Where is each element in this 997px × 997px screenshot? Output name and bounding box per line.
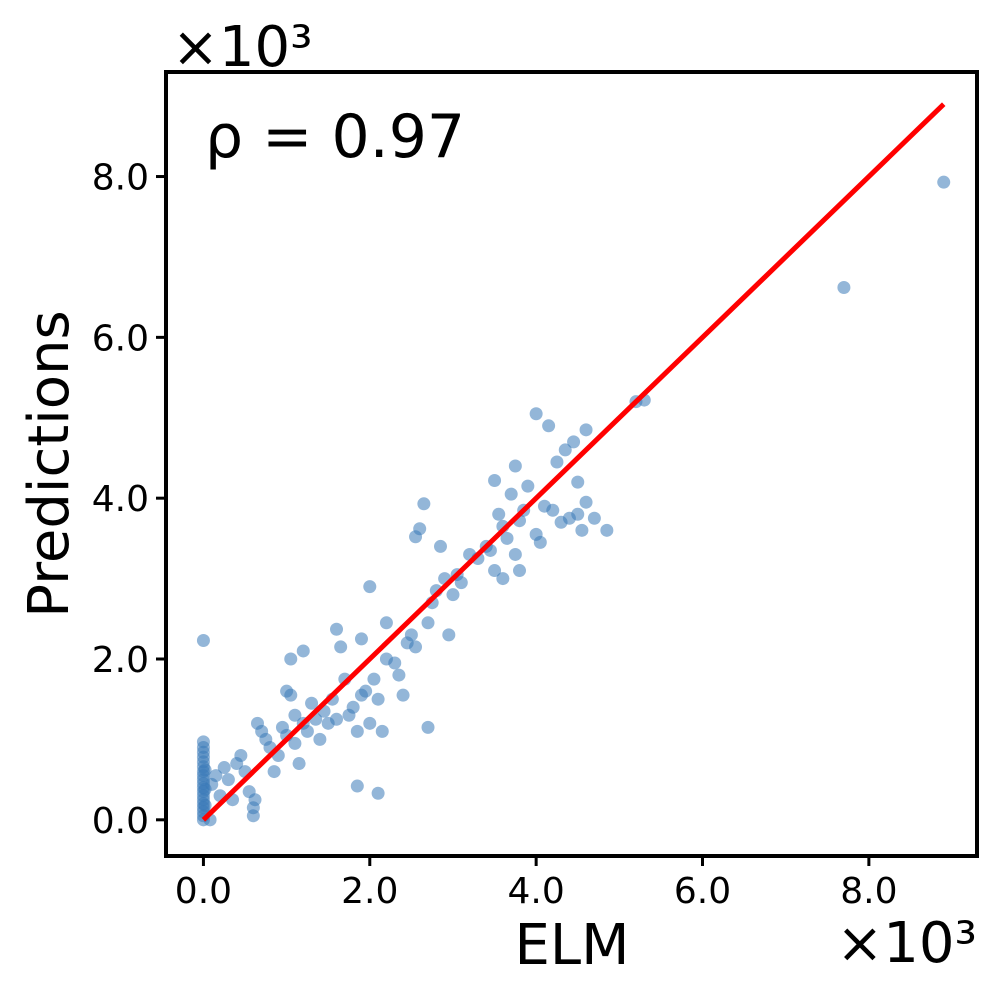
data-point xyxy=(300,724,314,738)
data-point xyxy=(579,495,593,509)
data-point xyxy=(421,720,435,734)
data-point xyxy=(567,435,581,449)
data-point xyxy=(379,616,393,630)
data-point xyxy=(587,511,601,525)
points-layer xyxy=(196,175,951,827)
data-point xyxy=(571,475,585,489)
data-point xyxy=(546,503,560,517)
data-point xyxy=(375,724,389,738)
data-point xyxy=(558,443,572,457)
data-point xyxy=(496,572,510,586)
data-point xyxy=(334,640,348,654)
data-point xyxy=(350,779,364,793)
data-point xyxy=(508,459,522,473)
data-point xyxy=(267,765,281,779)
x-tick-label: 4.0 xyxy=(508,871,565,912)
data-point xyxy=(542,419,556,433)
data-point xyxy=(488,473,502,487)
data-point xyxy=(413,522,427,536)
data-point xyxy=(575,523,589,537)
data-point xyxy=(433,539,447,553)
data-point xyxy=(284,688,298,702)
data-point xyxy=(388,656,402,670)
data-point xyxy=(234,748,248,762)
x-ticks: 0.0 2.0 4.0 6.0 8.0 xyxy=(175,856,897,912)
data-point xyxy=(221,773,235,787)
data-point xyxy=(367,672,381,686)
x-tick-label: 2.0 xyxy=(341,871,398,912)
data-point xyxy=(600,523,614,537)
data-point xyxy=(198,798,212,812)
data-point xyxy=(492,507,506,521)
y-tick-label: 8.0 xyxy=(92,158,149,199)
data-point xyxy=(217,761,231,775)
data-point xyxy=(937,175,951,189)
data-point xyxy=(504,487,518,501)
data-point xyxy=(513,564,527,578)
data-point xyxy=(446,588,460,602)
data-point xyxy=(571,507,585,521)
data-point xyxy=(508,547,522,561)
data-point xyxy=(488,564,502,578)
y-tick-label: 6.0 xyxy=(92,318,149,359)
data-point xyxy=(198,763,212,777)
data-point xyxy=(313,732,327,746)
data-point xyxy=(837,280,851,294)
data-point xyxy=(521,479,535,493)
data-point xyxy=(359,684,373,698)
plot-frame xyxy=(164,70,979,858)
data-point xyxy=(209,769,223,783)
data-point xyxy=(330,712,344,726)
data-point xyxy=(284,652,298,666)
data-point xyxy=(500,531,514,545)
data-point xyxy=(363,716,377,730)
data-point xyxy=(292,757,306,771)
data-point xyxy=(371,786,385,800)
y-tick-label: 2.0 xyxy=(92,640,149,681)
data-point xyxy=(363,580,377,594)
data-point xyxy=(350,724,364,738)
data-point xyxy=(421,616,435,630)
data-point xyxy=(371,692,385,706)
data-point xyxy=(196,634,210,648)
data-point xyxy=(550,455,564,469)
y-ticks: 0.0 2.0 4.0 6.0 8.0 xyxy=(92,158,166,842)
y-axis-label: Predictions xyxy=(17,310,82,617)
data-point xyxy=(396,688,410,702)
data-point xyxy=(288,736,302,750)
y-tick-label: 4.0 xyxy=(92,479,149,520)
data-point xyxy=(409,640,423,654)
data-point xyxy=(246,809,260,823)
x-tick-label: 6.0 xyxy=(674,871,731,912)
data-point xyxy=(417,497,431,511)
data-point xyxy=(442,628,456,642)
fit-line xyxy=(201,102,946,822)
data-point xyxy=(392,668,406,682)
x-tick-label: 0.0 xyxy=(175,871,232,912)
data-point xyxy=(454,576,468,590)
data-point xyxy=(296,644,310,658)
y-multiplier: ×10³ xyxy=(172,15,313,80)
data-point xyxy=(305,696,319,710)
x-multiplier: ×10³ xyxy=(836,911,977,976)
rho-annotation: ρ = 0.97 xyxy=(205,102,465,172)
x-axis-label: ELM xyxy=(515,913,630,978)
data-point xyxy=(579,423,593,437)
data-point xyxy=(354,632,368,646)
data-point xyxy=(288,708,302,722)
x-tick-label: 8.0 xyxy=(840,871,897,912)
data-point xyxy=(529,407,543,421)
data-point xyxy=(533,535,547,549)
data-point xyxy=(346,700,360,714)
data-point xyxy=(404,628,418,642)
y-tick-label: 0.0 xyxy=(92,801,149,842)
data-point xyxy=(248,793,262,807)
data-point xyxy=(330,622,344,636)
